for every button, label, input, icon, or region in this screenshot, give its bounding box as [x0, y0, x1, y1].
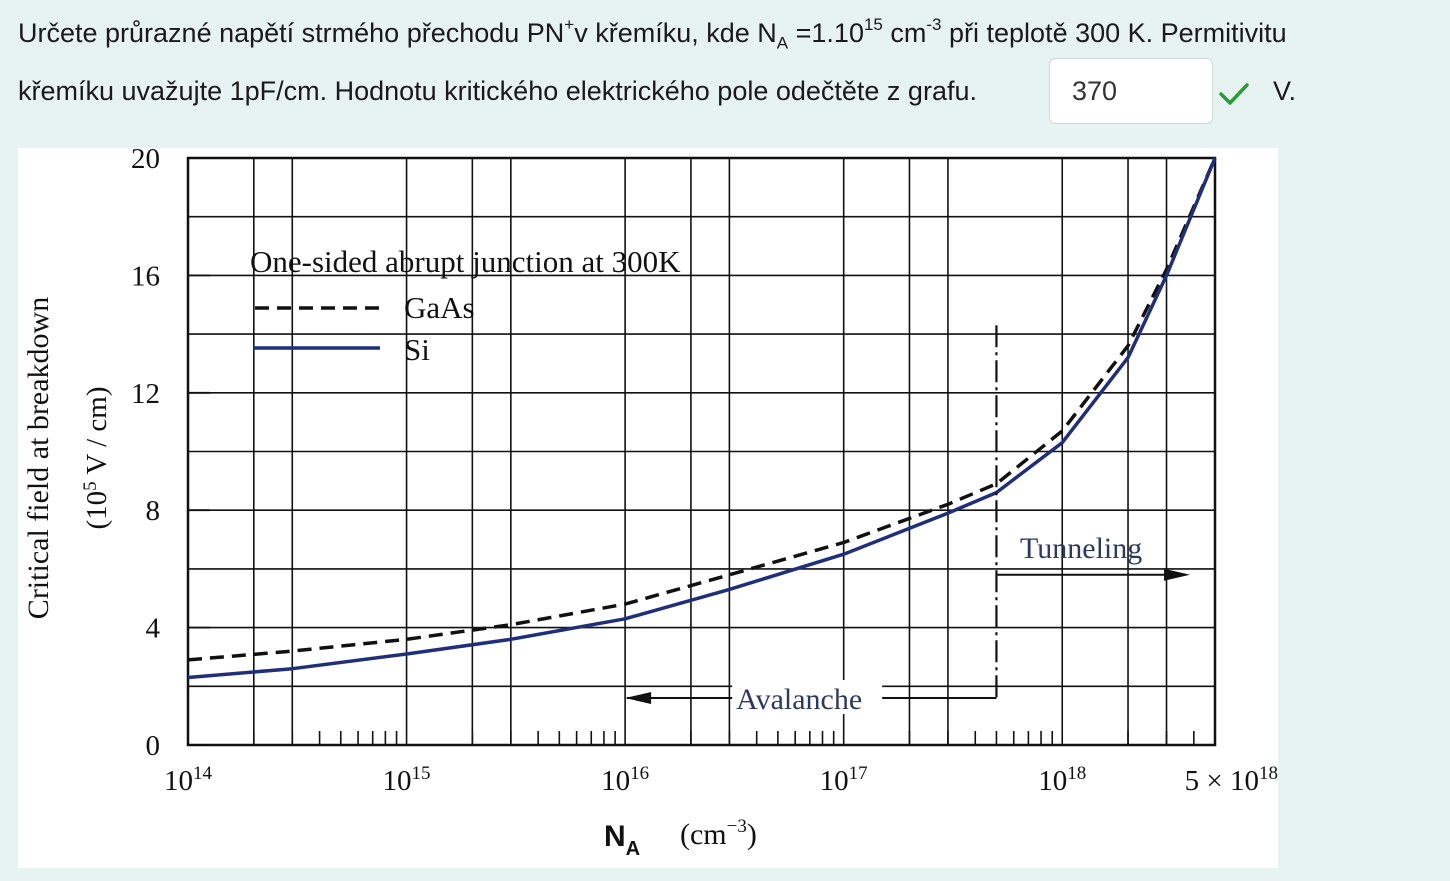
- y-tick-label: 12: [131, 378, 160, 410]
- series-line-gaas: [187, 157, 1217, 662]
- tunneling-arrowhead: [1164, 568, 1190, 581]
- chart-svg: Avalanche Tunneling One-sided abrupt junc…: [22, 148, 1278, 860]
- avalanche-label-bg: [732, 680, 883, 715]
- x-tick-label: 1014: [164, 763, 213, 797]
- y-tick-label: 20: [131, 148, 160, 175]
- plot-frame: [186, 156, 1217, 747]
- question-line-2: křemíku uvažujte 1pF/cm. Hodnotu kritick…: [18, 76, 977, 106]
- x-tick-label: 1017: [820, 763, 868, 797]
- x-tick-label: 1015: [383, 763, 431, 797]
- y-tick-label: 4: [146, 613, 161, 645]
- y-tick-labels: 0 4 8 12 16 20: [131, 148, 161, 762]
- y-axis-unit: (105 V / cm): [80, 387, 113, 530]
- series-line-si: [187, 157, 1217, 680]
- y-axis-label: Critical field at breakdown: [22, 297, 55, 619]
- check-icon: [1219, 83, 1249, 105]
- y-tick-label: 16: [131, 260, 160, 292]
- y-tick-label: 0: [146, 730, 161, 762]
- x-tick-label: 1018: [1038, 763, 1086, 797]
- avalanche-label: Avalanche: [736, 683, 862, 716]
- avalanche-arrowhead: [625, 692, 652, 705]
- series-layer: [187, 157, 1217, 680]
- question-line-1: Určete průrazné napětí strmého přechodu …: [18, 15, 1287, 53]
- x-axis-label: NA: [604, 820, 640, 860]
- x-axis-unit: (cm−3): [680, 816, 757, 851]
- x-minor-ticks: [188, 157, 1216, 746]
- x-tick-labels: 1014 1015 1016 1017 1018 5 × 1018: [164, 763, 1278, 797]
- chart-grid: [187, 158, 1216, 745]
- answer-unit: V.: [1273, 76, 1297, 106]
- legend-gaas-label: GaAs: [404, 290, 475, 325]
- y-tick-label: 8: [146, 495, 161, 527]
- tunneling-label: Tunneling: [1020, 532, 1142, 565]
- annotation-layer: Avalanche Tunneling: [625, 325, 1190, 716]
- breakdown-field-chart: Avalanche Tunneling One-sided abrupt junc…: [18, 148, 1278, 868]
- chart-title: One-sided abrupt junction at 300K: [250, 244, 681, 279]
- x-tick-label: 5 × 1018: [1185, 763, 1278, 797]
- legend-si-label: Si: [404, 332, 430, 367]
- x-tick-label: 1016: [601, 763, 649, 797]
- answer-input[interactable]: 370: [1049, 58, 1213, 124]
